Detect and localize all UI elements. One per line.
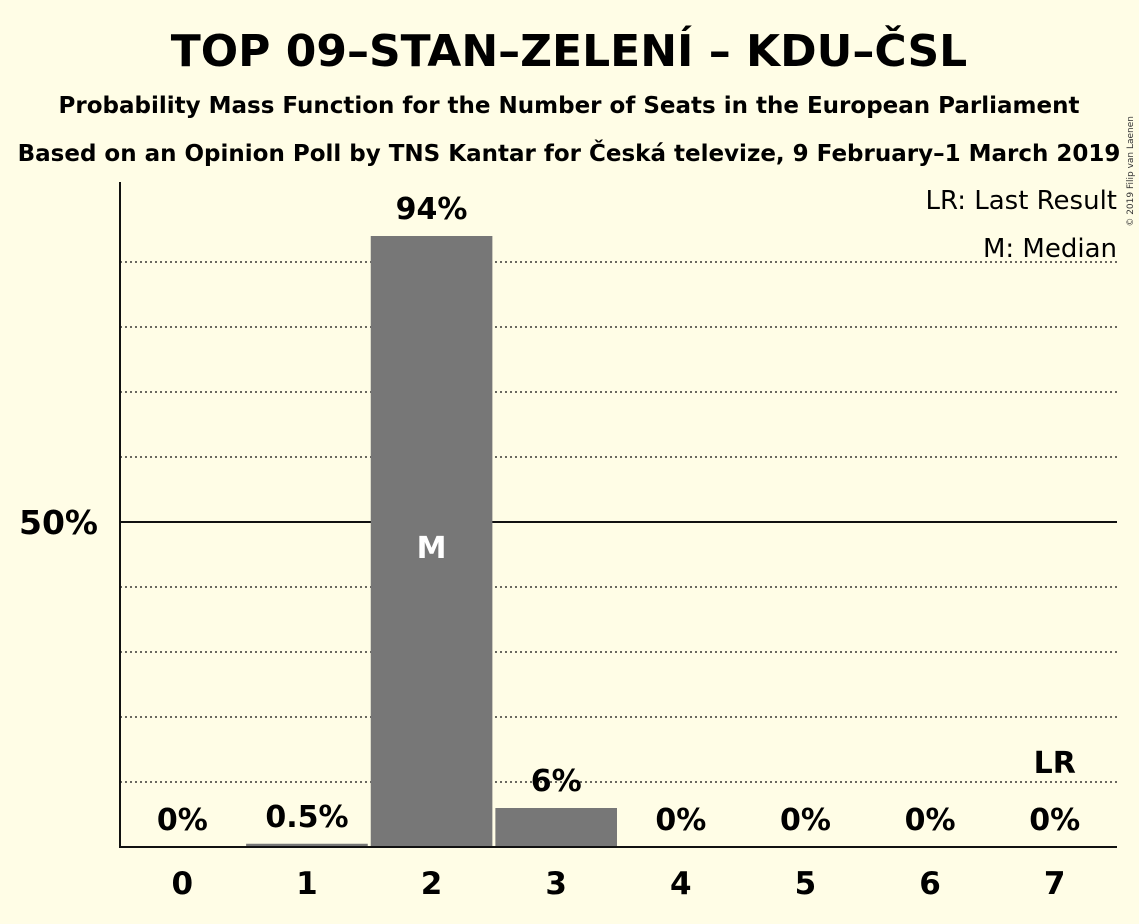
chart-title: TOP 09–STAN–ZELENÍ – KDU–ČSL [171,24,967,77]
bar-value-label: 94% [396,192,468,227]
y-tick-label: 50% [19,503,98,542]
x-tick-label: 4 [670,866,692,902]
chart-subtitle: Probability Mass Function for the Number… [59,93,1080,119]
x-tick-label: 7 [1044,866,1066,902]
median-marker: M [417,531,447,566]
bar [370,236,493,847]
legend-median: M: Median [983,234,1117,264]
last-result-marker: LR [1034,746,1076,781]
bar-value-label: 0% [780,803,831,838]
x-tick-label: 3 [545,866,567,902]
legend-last-result: LR: Last Result [925,186,1117,216]
x-tick-label: 1 [296,866,318,902]
x-tick-label: 2 [421,866,443,902]
x-tick-label: 5 [795,866,817,902]
bar [246,843,368,847]
x-tick-label: 6 [919,866,941,902]
bar-value-label: 0% [157,803,208,838]
bar-value-label: 6% [531,764,582,799]
bar [495,808,617,847]
chart-source-line: Based on an Opinion Poll by TNS Kantar f… [18,139,1121,167]
x-tick-label: 0 [172,866,194,902]
bar-value-label: 0% [1029,803,1080,838]
copyright-notice: © 2019 Filip van Laenen [1126,116,1136,227]
bar-value-label: 0% [905,803,956,838]
bar-value-label: 0.5% [265,800,348,835]
bar-value-label: 0% [655,803,706,838]
